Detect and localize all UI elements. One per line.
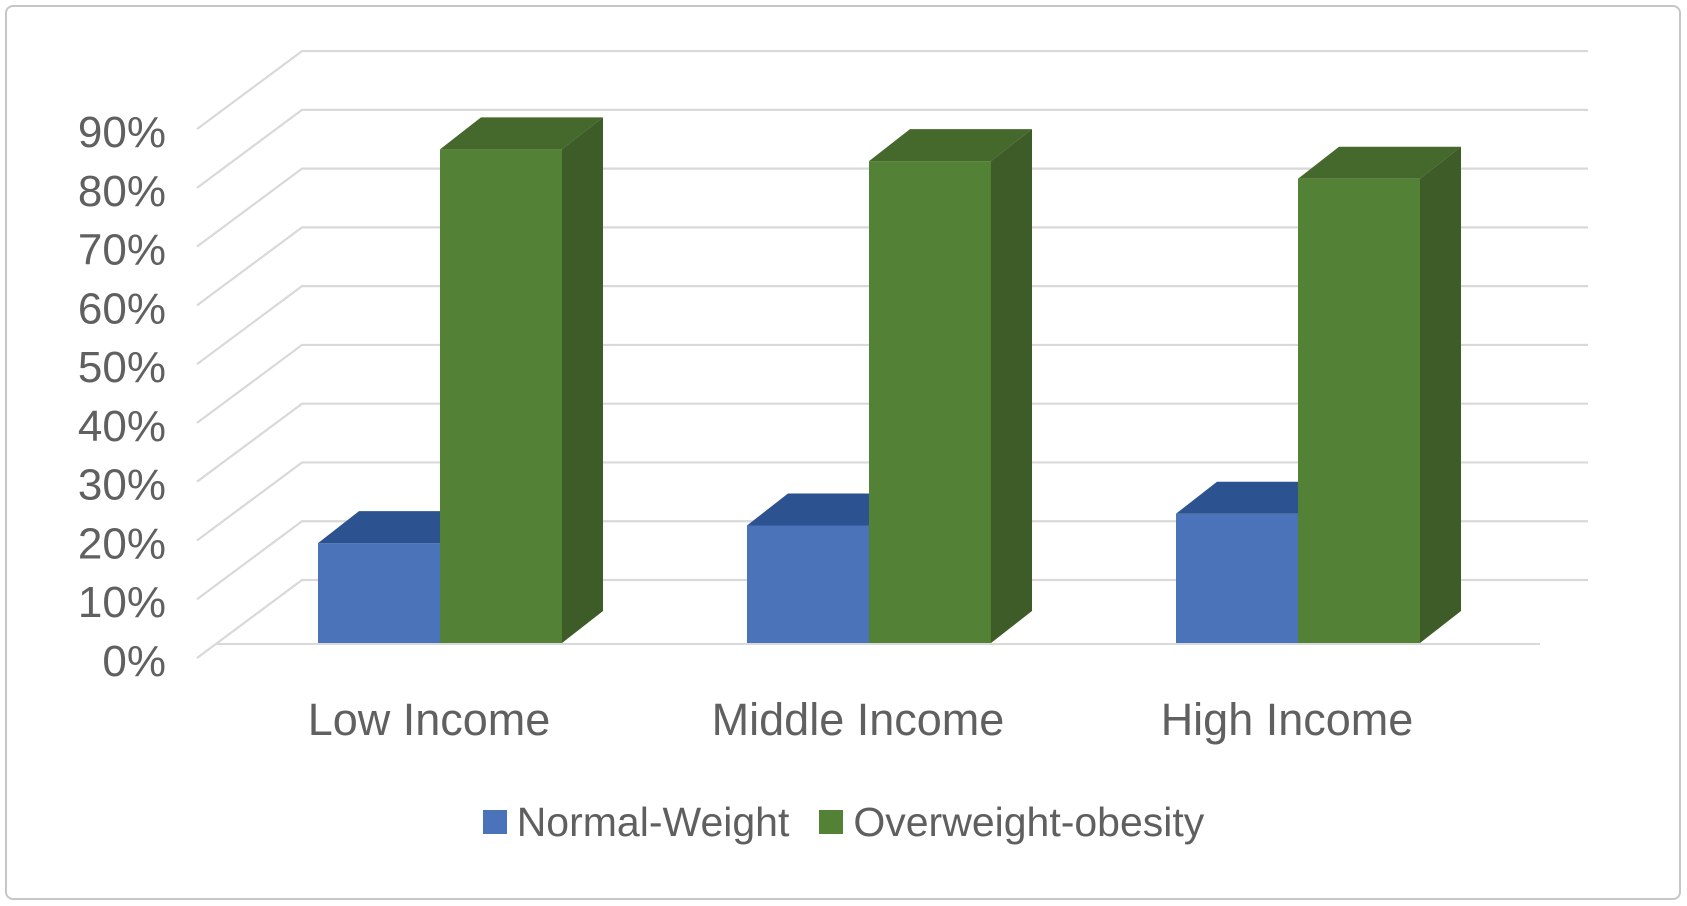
bar-high-income-overweight-obesity: [1298, 146, 1461, 644]
bar-front-face: [869, 161, 991, 643]
y-tick-label-50: 50%: [78, 343, 166, 392]
y-tick-label-30: 30%: [78, 461, 166, 510]
gridline-10: [196, 520, 1588, 601]
bars: [318, 117, 1461, 644]
bar-side-face: [562, 117, 603, 643]
gridlines: [196, 49, 1588, 659]
y-tick-label-40: 40%: [78, 402, 166, 451]
bar-side-face: [1420, 146, 1461, 644]
bar-middle-income-overweight-obesity: [869, 129, 1032, 643]
bar-top-face: [1298, 146, 1461, 179]
gridline-30: [196, 402, 1588, 483]
bar-front-face: [318, 543, 440, 643]
y-tick-label-0: 0%: [102, 637, 166, 686]
bar-side-face: [991, 129, 1032, 643]
y-tick-label-90: 90%: [78, 108, 166, 157]
x-category-label-low-income: Low Income: [308, 694, 551, 745]
gridline-60: [196, 226, 1588, 307]
bar-top-face: [869, 129, 1032, 162]
bar-top-face: [440, 117, 603, 150]
x-category-label-high-income: High Income: [1161, 694, 1414, 745]
gridline-0: [196, 578, 1588, 659]
bar-front-face: [440, 149, 562, 643]
gridline-80: [196, 108, 1588, 189]
bar-low-income-overweight-obesity: [440, 117, 603, 643]
gridline-40: [196, 343, 1588, 424]
bar-front-face: [747, 525, 869, 643]
bar-front-face: [1298, 178, 1420, 644]
x-category-label-middle-income: Middle Income: [712, 694, 1005, 745]
gridline-90: [196, 49, 1588, 130]
gridline-70: [196, 167, 1588, 248]
y-tick-label-80: 80%: [78, 167, 166, 216]
gridline-20: [196, 461, 1588, 542]
y-tick-label-20: 20%: [78, 519, 166, 568]
y-tick-label-70: 70%: [78, 226, 166, 275]
gridline-50: [196, 285, 1588, 366]
x-axis-labels: Low Income Middle Income High Income: [308, 694, 1414, 745]
y-tick-label-60: 60%: [78, 284, 166, 333]
bar-front-face: [1176, 513, 1298, 643]
y-axis-labels: 0% 10% 20% 30% 40% 50% 60% 70% 80% 90%: [78, 108, 166, 686]
y-tick-label-10: 10%: [78, 578, 166, 627]
